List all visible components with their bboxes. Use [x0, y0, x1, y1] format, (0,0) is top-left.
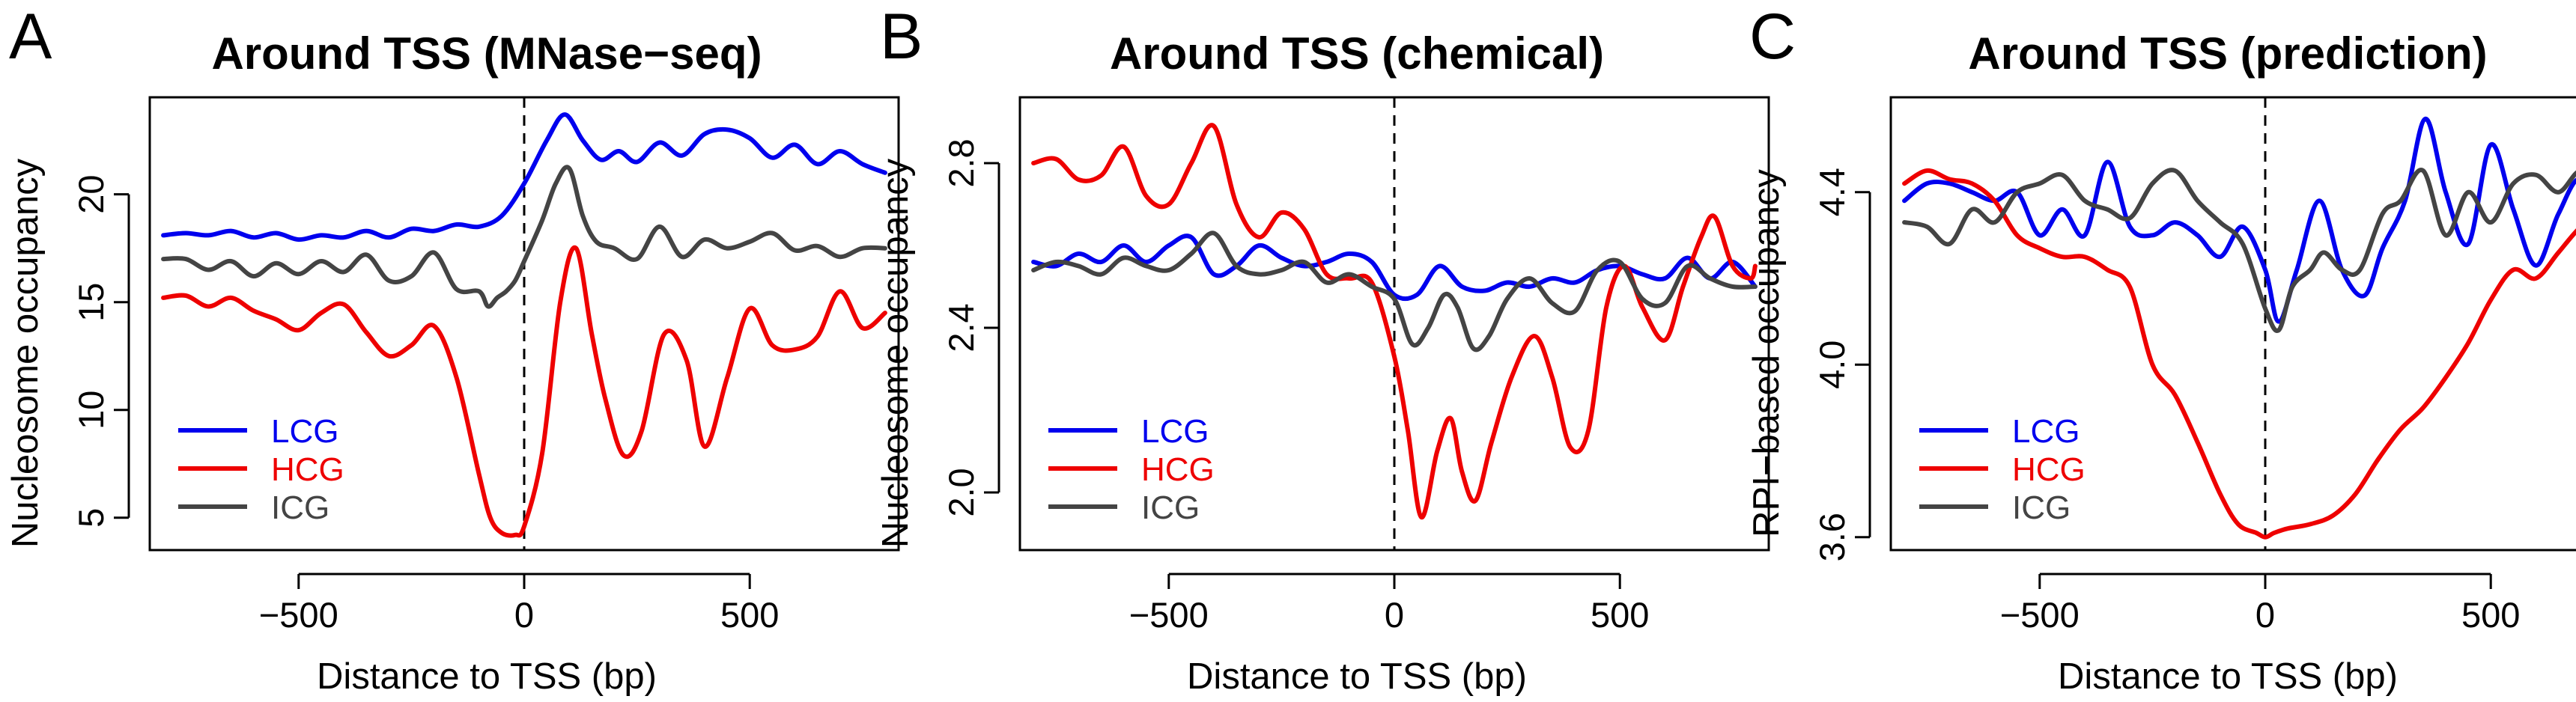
- panel-c-x-tick-label: −500: [2000, 595, 2080, 635]
- panel-b-y-tick-label: 2.8: [941, 138, 981, 187]
- panel-b-y-tick-label: 2.4: [941, 303, 981, 352]
- panel-c-y-axis-label: RPI−based occupancy: [1746, 169, 1787, 537]
- panel-b-y-axis-label: Nucleosome occupancy: [875, 158, 916, 548]
- panel-b-x-tick-label: −500: [1129, 595, 1209, 635]
- panel-c-series-icg-line: [1902, 168, 2576, 334]
- panel-a-y-tick-label: 20: [71, 175, 111, 214]
- panel-c-x-tick-label: 500: [2461, 595, 2520, 635]
- panel-b-legend-label-lcg: LCG: [1141, 413, 1209, 450]
- panel-letter-a: A: [9, 1, 52, 73]
- panel-c-title: Around TSS (prediction): [1968, 28, 2487, 79]
- panel-b: B Around TSS (chemical) Distance to TSS …: [875, 1, 1770, 697]
- panel-c: C Around TSS (prediction) Distance to TS…: [1746, 1, 2576, 697]
- panel-b-x-axis-label: Distance to TSS (bp): [1187, 656, 1527, 697]
- panel-a-y-tick-label: 5: [71, 508, 111, 528]
- panel-a-legend-label-lcg: LCG: [271, 413, 338, 450]
- panel-a-series-hcg-line: [161, 245, 887, 538]
- panel-b-series-icg-line: [1031, 231, 1758, 352]
- panel-a-x-axis-label: Distance to TSS (bp): [317, 656, 657, 697]
- panel-c-legend-label-lcg: LCG: [2012, 413, 2080, 450]
- panel-a: A Around TSS (MNase−seq) Distance to TSS…: [5, 1, 900, 697]
- panel-c-series-hcg-line: [1902, 168, 2576, 540]
- panel-b-series-hcg-line: [1031, 123, 1758, 520]
- panel-c-plot-frame: [1889, 96, 2576, 552]
- panel-a-x-tick-label: 500: [720, 595, 779, 635]
- panel-letter-c: C: [1749, 1, 1796, 73]
- panel-letter-b: B: [880, 1, 923, 73]
- panel-c-y-tick-label: 4.4: [1812, 168, 1852, 216]
- panel-a-x-tick-label: 0: [514, 595, 534, 635]
- panel-a-series-lcg-line: [161, 112, 887, 242]
- panel-b-legend-label-icg: ICG: [1141, 489, 1200, 526]
- panel-b-x-tick-label: 500: [1591, 595, 1649, 635]
- panel-b-title: Around TSS (chemical): [1110, 28, 1604, 79]
- panel-b-legend-label-hcg: HCG: [1141, 451, 1215, 488]
- panel-c-y-tick-label: 3.6: [1812, 513, 1852, 561]
- panel-b-series-lcg-line: [1031, 234, 1758, 302]
- panel-a-x-tick-label: −500: [259, 595, 338, 635]
- panel-a-title: Around TSS (MNase−seq): [211, 28, 762, 79]
- panel-a-series-icg-line: [161, 165, 887, 309]
- panel-a-y-tick-label: 15: [71, 283, 111, 322]
- panel-c-legend-label-hcg: HCG: [2012, 451, 2086, 488]
- panel-c-y-tick-label: 4.0: [1812, 341, 1852, 389]
- panel-a-y-axis-label: Nucleosome occupancy: [5, 158, 46, 548]
- panel-a-y-tick-label: 10: [71, 391, 111, 430]
- panel-c-x-tick-label: 0: [2255, 595, 2275, 635]
- panel-a-legend-label-hcg: HCG: [271, 451, 344, 488]
- panel-b-x-tick-label: 0: [1385, 595, 1404, 635]
- panel-a-legend-label-icg: ICG: [271, 489, 329, 526]
- panel-c-x-axis-label: Distance to TSS (bp): [2058, 656, 2398, 697]
- panel-c-legend-label-icg: ICG: [2012, 489, 2071, 526]
- panel-b-y-tick-label: 2.0: [941, 468, 981, 516]
